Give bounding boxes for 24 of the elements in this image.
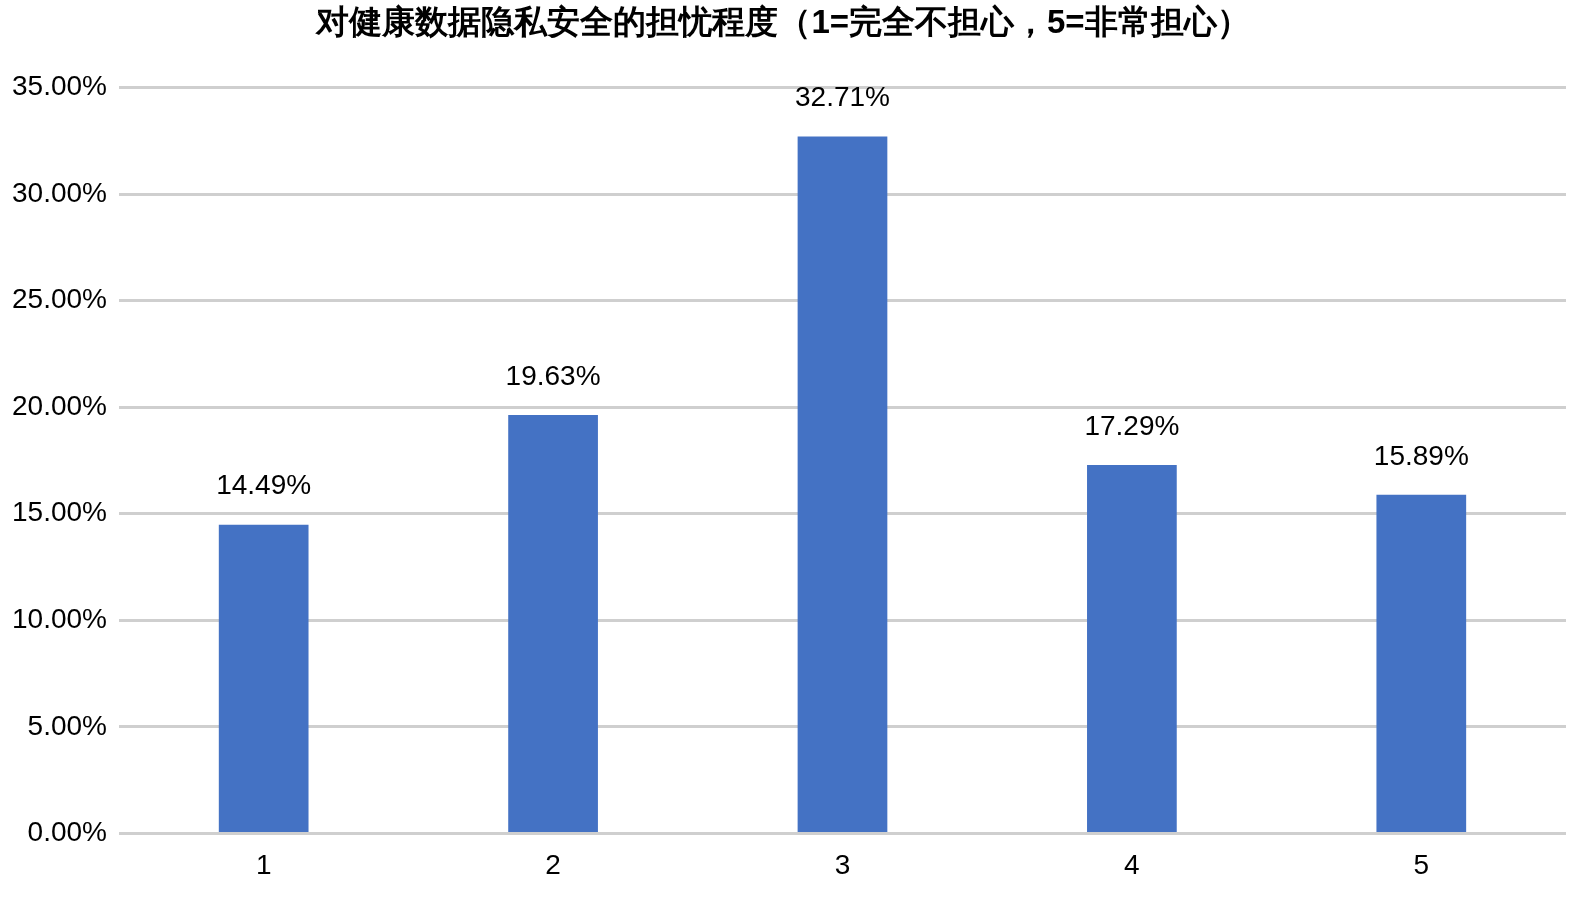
data-label: 32.71% (795, 81, 890, 113)
bar (1376, 494, 1467, 832)
y-tick-label: 25.00% (12, 283, 107, 315)
y-tick-label: 5.00% (27, 709, 107, 741)
y-tick-label: 10.00% (12, 603, 107, 635)
x-tick-label: 1 (255, 848, 272, 880)
data-label: 17.29% (1084, 409, 1180, 441)
bar (218, 524, 309, 832)
bar (508, 415, 598, 832)
y-tick-label: 30.00% (12, 176, 107, 208)
y-tick-label: 0.00% (27, 816, 107, 848)
x-tick-label: 3 (834, 848, 851, 880)
y-tick-label: 35.00% (12, 70, 107, 102)
x-tick-label: 5 (1413, 848, 1430, 880)
chart-title: 对健康数据隐私安全的担忧程度（1=完全不担心，5=非常担心） (315, 2, 1250, 40)
bar (1087, 464, 1177, 832)
bar (797, 136, 888, 832)
x-tick-label: 4 (1124, 848, 1140, 880)
data-label: 19.63% (505, 359, 601, 391)
y-tick-label: 20.00% (12, 389, 107, 421)
x-tick-label: 2 (545, 848, 561, 880)
data-label: 15.89% (1373, 439, 1469, 471)
y-tick-label: 15.00% (12, 496, 107, 528)
data-label: 14.49% (216, 469, 312, 501)
